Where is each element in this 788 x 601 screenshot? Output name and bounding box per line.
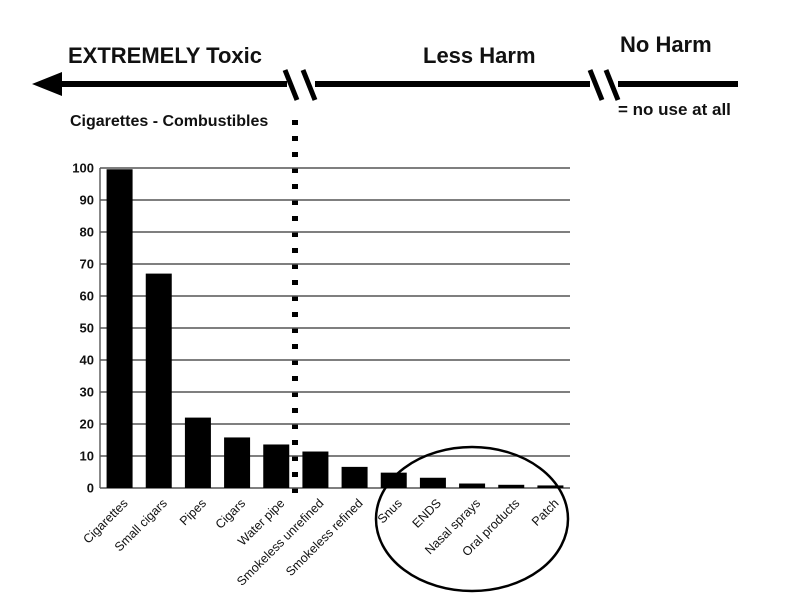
y-tick-label: 0 [87, 481, 94, 496]
bar [224, 437, 251, 488]
y-tick-label: 60 [80, 289, 94, 304]
bar [106, 169, 133, 488]
bar [184, 417, 211, 488]
y-tick-label: 100 [72, 161, 94, 176]
bar [498, 484, 525, 488]
x-tick-label: ENDS [410, 496, 444, 530]
bar [263, 444, 290, 488]
x-tick-label: Patch [529, 496, 562, 529]
reduced-harm-circle [374, 445, 570, 593]
break-slash-2 [300, 69, 318, 101]
y-tick-label: 70 [80, 257, 94, 272]
y-tick-label: 30 [80, 385, 94, 400]
no-harm-label: No Harm [620, 32, 712, 57]
break-slash-4 [603, 69, 621, 101]
x-tick-label: Pipes [177, 496, 209, 528]
combustibles-label: Cigarettes - Combustibles [70, 113, 268, 130]
less-harm-label: Less Harm [423, 43, 536, 68]
gridlines [100, 167, 570, 489]
y-tick-label: 50 [80, 321, 94, 336]
bars [106, 169, 564, 488]
y-tick-label: 80 [80, 225, 94, 240]
break-slash-1 [282, 69, 300, 101]
bar [302, 451, 329, 488]
y-tick-label: 90 [80, 193, 94, 208]
y-tick-label: 20 [80, 417, 94, 432]
x-tick-label: Smokeless refined [283, 496, 366, 579]
arrow-head [32, 72, 62, 96]
no-use-note: = no use at all [618, 100, 731, 119]
extremely-toxic-label: EXTREMELY Toxic [68, 43, 262, 68]
bar [537, 485, 564, 488]
x-tick-label: Cigars [213, 496, 248, 531]
bar [341, 466, 368, 488]
bar [459, 483, 486, 488]
y-tick-label: 10 [80, 449, 94, 464]
bar [380, 472, 407, 488]
y-tick-label: 40 [80, 353, 94, 368]
harm-continuum-arrow [32, 69, 738, 101]
bar [145, 273, 172, 488]
break-slash-3 [587, 69, 605, 101]
y-axis: 0 10 20 30 40 50 60 70 80 90 100 [72, 161, 101, 496]
bar [419, 477, 446, 488]
